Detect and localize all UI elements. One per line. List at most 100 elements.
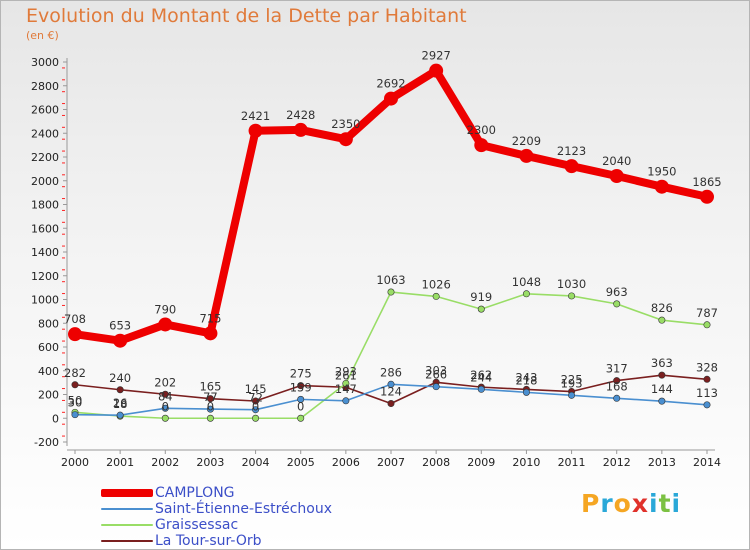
data-point [252,406,260,414]
x-tick-label: 2008 [422,456,450,469]
data-point [116,386,124,394]
data-point [564,159,579,174]
data-label: 2040 [602,154,631,168]
legend-swatch [101,508,153,510]
series-layer [68,63,714,422]
data-label: 159 [290,380,312,394]
data-point [654,179,669,194]
data-point [703,375,711,383]
brand-letter: i [671,489,682,518]
data-label: 787 [696,306,718,320]
data-point [342,397,350,405]
legend-label: La Tour-sur-Orb [155,533,262,549]
data-label: 147 [335,382,357,396]
data-point [68,327,82,342]
data-label: 2421 [241,109,270,123]
data-point [113,333,128,348]
y-tick-label: 600 [38,341,59,354]
brand-letter: t [658,489,672,518]
data-label: 790 [154,302,176,316]
data-point [432,383,440,391]
data-label: 145 [245,382,267,396]
y-tick-label: 2200 [31,151,59,164]
data-point [522,290,530,298]
data-point [297,414,305,422]
data-label: 18 [113,397,128,411]
data-point [522,388,530,396]
data-point [297,395,305,403]
data-label: 328 [696,360,718,374]
data-point [613,394,621,402]
data-label: 193 [561,376,583,390]
data-point [613,377,621,385]
data-label: 218 [515,373,537,387]
data-point [387,288,395,296]
data-point [384,91,398,106]
data-point [161,414,169,422]
data-point [71,411,79,419]
x-tick-label: 2010 [512,456,540,469]
data-point [206,395,214,403]
x-tick-label: 2006 [332,456,360,469]
y-tick-label: 1400 [31,246,59,259]
legend-swatch [101,524,153,526]
data-point [703,321,711,329]
x-tick-label: 2014 [693,456,721,469]
data-point [658,397,666,405]
series-saint-tienne-estr-choux [71,380,711,419]
data-label: 0 [162,399,169,413]
data-label: 1865 [692,175,721,189]
data-label: 286 [380,365,402,379]
series-camplong [68,63,714,348]
data-point [519,148,534,163]
data-label: 317 [606,362,628,376]
legend-swatch [101,540,153,542]
legend-swatch [101,489,153,497]
data-label: 708 [64,312,86,326]
data-label: 0 [297,399,304,413]
data-label: 2300 [467,123,496,137]
data-label: 2428 [286,108,315,122]
data-label: 165 [199,380,221,394]
data-point [71,381,79,389]
brand-letter: x [631,489,649,518]
x-axis: 2000 2001 2002 2003 2004 2005 2006 2007 2008 2009… [61,449,721,469]
data-label: 1026 [422,277,451,291]
data-label: 124 [380,385,402,399]
data-label: 168 [606,379,628,393]
y-tick-label: 2400 [31,127,59,140]
x-tick-label: 2011 [558,456,586,469]
data-label: 1950 [647,165,676,179]
data-label: 715 [199,311,221,325]
x-tick-label: 2009 [467,456,495,469]
data-label: 963 [606,285,628,299]
data-label: 2927 [422,49,451,63]
data-label: 1063 [376,273,405,287]
data-label: 30 [68,396,83,410]
data-point [252,397,260,405]
data-label: 2692 [376,77,405,91]
legend-label: Graissessac [155,517,239,533]
y-tick-label: 1600 [31,222,59,235]
data-point [477,305,485,313]
brand-letter: P [581,489,601,518]
data-label: 363 [651,356,673,370]
x-tick-label: 2013 [648,456,676,469]
brand-letter: r [600,489,614,518]
data-label: 919 [470,290,492,304]
data-label: 303 [425,363,447,377]
brand-letter: i [649,489,659,518]
data-label: 266 [425,368,447,382]
data-label: 225 [561,373,583,387]
data-label: 262 [470,368,492,382]
x-tick-label: 2004 [242,456,270,469]
data-label: 77 [203,390,218,404]
y-tick-label: 1800 [31,199,59,212]
x-tick-label: 2003 [196,456,224,469]
data-label: 243 [515,370,537,384]
data-point [203,326,218,341]
data-point [342,379,350,387]
data-label: 113 [696,386,718,400]
legend-label: CAMPLONG [155,485,235,501]
